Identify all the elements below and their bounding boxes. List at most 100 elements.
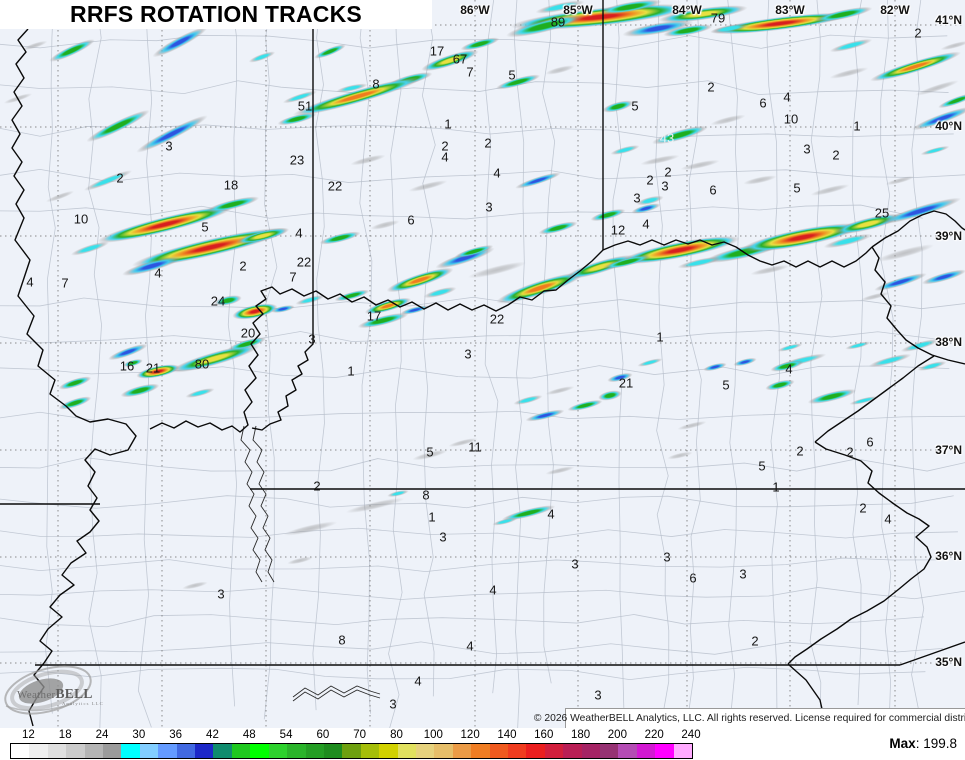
map-value-label: 1 [853,118,861,134]
map-value-label: 4 [441,149,449,165]
map-value-label: 2 [859,500,867,516]
colorbar-segment [250,744,269,758]
colorbar-segment [581,744,600,758]
map-value-label: 4 [489,582,497,598]
color-scale-bar [10,743,693,759]
map-value-label: 2 [313,478,321,494]
map-value-label: 2 [914,25,922,41]
map-value-label: 24 [210,293,226,309]
map-value-label: 22 [296,254,312,270]
map-value-label: 6 [407,212,415,228]
map-value-label: 17 [429,43,445,59]
map-value-label: 3 [308,331,316,347]
colorbar-tick-label: 24 [95,729,109,741]
latitude-label: 39°N [935,229,962,243]
page-title: RRFS ROTATION TRACKS [70,1,362,27]
colorbar-segment [11,744,30,758]
map-value-label: 4 [547,506,555,522]
colorbar-segment [66,744,85,758]
map-value-label: 22 [489,311,505,327]
colorbar-tick-label: 18 [58,729,72,741]
colorbar-segment [268,744,288,758]
map-value-label: 6 [759,95,767,111]
map-value-label: 2 [441,138,449,154]
map-value-label: 4 [295,225,303,241]
map-value-label: 4 [642,216,650,232]
map-value-label: 4 [884,511,892,527]
colorbar-tick-label: 30 [132,729,146,741]
colorbar-tick-label: 70 [353,729,367,741]
latitude-label: 40°N [935,119,962,133]
longitude-label: 84°W [672,3,702,17]
map-value-label: 3 [389,696,397,712]
colorbar-segment [213,744,232,758]
colorbar-segment [231,744,251,758]
map-value-label: 3 [739,566,747,582]
map-value-label: 8 [422,487,430,503]
map-value-label: 23 [289,152,305,168]
map-value-label: 10 [783,111,799,127]
map-value-label: 3 [439,529,447,545]
map-value-label: 80 [194,356,210,372]
map-value-label: 12 [610,222,626,238]
map-value-label: 17 [366,308,382,324]
colorbar-tick-label: 36 [169,729,183,741]
colorbar-segment [195,744,214,758]
longitude-label: 83°W [775,3,805,17]
map-value-label: 3 [594,687,602,703]
latitude-label: 35°N [935,655,962,669]
map-value-label: 2 [664,164,672,180]
map-value-label: 3 [633,190,641,206]
state-borders-svg [0,0,965,728]
colorbar-tick-label: 42 [206,729,219,741]
map-value-label: 3 [571,556,579,572]
latitude-label: 37°N [935,443,962,457]
map-value-label: 43 [659,130,675,146]
colorbar-tick-label: 48 [242,729,256,741]
colorbar-tick-label: 12 [21,729,35,741]
map-value-label: 7 [289,269,297,285]
colorbar-segment [139,744,159,758]
max-value-readout: Max: 199.8 [889,736,957,751]
colorbar-segment [176,744,196,758]
colorbar-segment [434,744,453,758]
map-value-label: 2 [796,443,804,459]
colorbar-segment [452,744,472,758]
colorbar-segment [507,744,527,758]
map-value-label: 42 [640,261,656,277]
colorbar-tick-label: 220 [644,729,664,741]
map-value-label: 2 [484,135,492,151]
map-value-label: 79 [710,10,726,26]
map-value-label: 10 [73,211,89,227]
map-value-label: 6 [709,182,717,198]
colorbar-segment [415,744,435,758]
map-value-label: 3 [464,346,472,362]
latitude-label: 36°N [935,549,962,563]
map-value-label: 5 [631,98,639,114]
colorbar-segment [673,744,693,758]
map-value-label: 25 [874,205,890,221]
map-value-label: 21 [618,375,634,391]
map-value-label: 1 [347,363,355,379]
colorbar-segment [563,744,582,758]
map-value-label: 5 [508,67,516,83]
map-value-label: 89 [550,14,566,30]
colorbar-tick-label: 60 [316,729,330,741]
colorbar-segment [103,744,122,758]
map-value-label: 2 [846,444,854,460]
colorbar-segment [618,744,637,758]
map-value-label: 6 [866,434,874,450]
logo-subtext: Analytics LLC [62,701,104,706]
map-value-label: 7 [61,275,69,291]
colorbar-segment [158,744,177,758]
colorbar-segment [360,744,380,758]
map-value-label: 21 [145,360,161,376]
colorbar-tick-label: 200 [607,729,627,741]
colorbar-tick-label: 180 [570,729,591,741]
map-value-label: 6 [689,570,697,586]
longitude-label: 86°W [460,3,490,17]
map-value-label: 11 [468,439,482,455]
title-box: RRFS ROTATION TRACKS [0,0,432,29]
map-value-label: 22 [327,178,343,194]
